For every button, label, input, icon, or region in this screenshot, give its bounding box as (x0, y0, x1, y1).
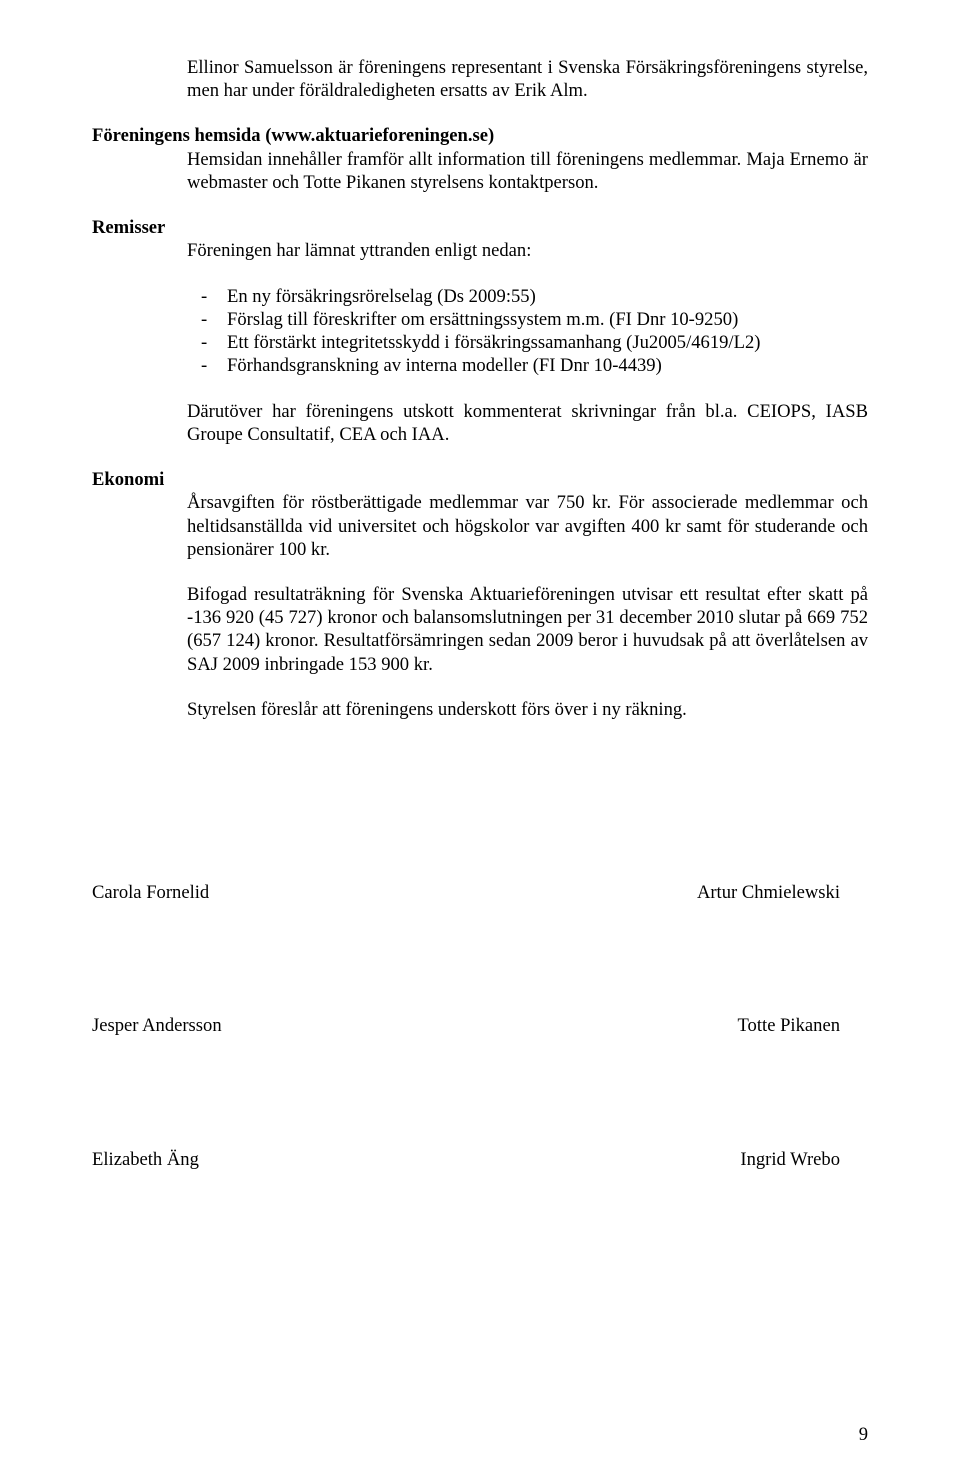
list-item: Förslag till föreskrifter om ersättnings… (187, 308, 868, 331)
intro-paragraph: Ellinor Samuelsson är föreningens repres… (187, 56, 868, 102)
hemsida-paragraph: Hemsidan innehåller framför allt informa… (187, 148, 868, 194)
remisser-heading: Remisser (92, 216, 868, 239)
signature-name-left: Carola Fornelid (92, 881, 209, 904)
signature-name-left: Jesper Andersson (92, 1014, 222, 1037)
signature-row: Carola Fornelid Artur Chmielewski (92, 881, 868, 904)
document-page: Ellinor Samuelsson är föreningens repres… (0, 0, 960, 1478)
list-item: Ett förstärkt integritetsskydd i försäkr… (187, 331, 868, 354)
signature-name-right: Ingrid Wrebo (740, 1148, 840, 1171)
remisser-outro: Därutöver har föreningens utskott kommen… (187, 400, 868, 446)
ekonomi-p3: Styrelsen föreslår att föreningens under… (187, 698, 868, 721)
signature-row: Jesper Andersson Totte Pikanen (92, 1014, 868, 1037)
signature-name-right: Totte Pikanen (738, 1014, 841, 1037)
list-item: Förhandsgranskning av interna modeller (… (187, 354, 868, 377)
ekonomi-p1: Årsavgiften för röstberättigade medlemma… (187, 491, 868, 561)
hemsida-heading: Föreningens hemsida (www.aktuarieforenin… (92, 124, 868, 147)
remisser-intro: Föreningen har lämnat yttranden enligt n… (187, 239, 868, 262)
page-number: 9 (859, 1424, 868, 1446)
remisser-list: En ny försäkringsrörelselag (Ds 2009:55)… (187, 285, 868, 378)
ekonomi-p2: Bifogad resultaträkning för Svenska Aktu… (187, 583, 868, 676)
signature-block: Carola Fornelid Artur Chmielewski Jesper… (92, 881, 868, 1171)
ekonomi-heading: Ekonomi (92, 468, 868, 491)
signature-row: Elizabeth Äng Ingrid Wrebo (92, 1148, 868, 1171)
signature-name-right: Artur Chmielewski (697, 881, 840, 904)
document-content: Ellinor Samuelsson är föreningens repres… (92, 56, 868, 1171)
signature-name-left: Elizabeth Äng (92, 1148, 199, 1171)
list-item: En ny försäkringsrörelselag (Ds 2009:55) (187, 285, 868, 308)
